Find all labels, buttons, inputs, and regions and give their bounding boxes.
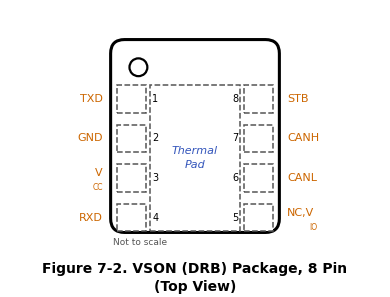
FancyBboxPatch shape xyxy=(111,40,279,233)
Text: (Top View): (Top View) xyxy=(154,280,236,294)
Text: 3: 3 xyxy=(152,173,158,183)
Bar xyxy=(150,85,240,231)
Text: 1: 1 xyxy=(152,94,158,104)
Text: STB: STB xyxy=(287,94,309,104)
Text: Figure 7-2. VSON (DRB) Package, 8 Pin: Figure 7-2. VSON (DRB) Package, 8 Pin xyxy=(43,262,347,276)
Bar xyxy=(244,164,273,192)
Bar xyxy=(244,85,273,113)
Bar xyxy=(117,85,146,113)
Text: RXD: RXD xyxy=(79,213,103,223)
Text: IO: IO xyxy=(309,222,317,232)
Text: 4: 4 xyxy=(152,213,158,223)
Bar xyxy=(244,204,273,231)
Text: Pad: Pad xyxy=(184,160,206,170)
Text: Not to scale: Not to scale xyxy=(113,238,167,247)
Bar xyxy=(244,125,273,152)
Text: CANL: CANL xyxy=(287,173,317,183)
Text: 2: 2 xyxy=(152,133,159,143)
Text: 5: 5 xyxy=(232,213,239,223)
Text: CANH: CANH xyxy=(287,133,319,143)
Text: 6: 6 xyxy=(232,173,239,183)
Text: CC: CC xyxy=(92,183,103,192)
Text: 8: 8 xyxy=(232,94,239,104)
Circle shape xyxy=(129,58,147,76)
Bar xyxy=(117,204,146,231)
Bar xyxy=(117,125,146,152)
Text: V: V xyxy=(95,168,103,178)
Bar xyxy=(117,164,146,192)
Text: TXD: TXD xyxy=(80,94,103,104)
Text: NC,V: NC,V xyxy=(287,208,315,218)
Text: GND: GND xyxy=(77,133,103,143)
Text: Thermal: Thermal xyxy=(172,146,218,156)
Text: 7: 7 xyxy=(232,133,239,143)
